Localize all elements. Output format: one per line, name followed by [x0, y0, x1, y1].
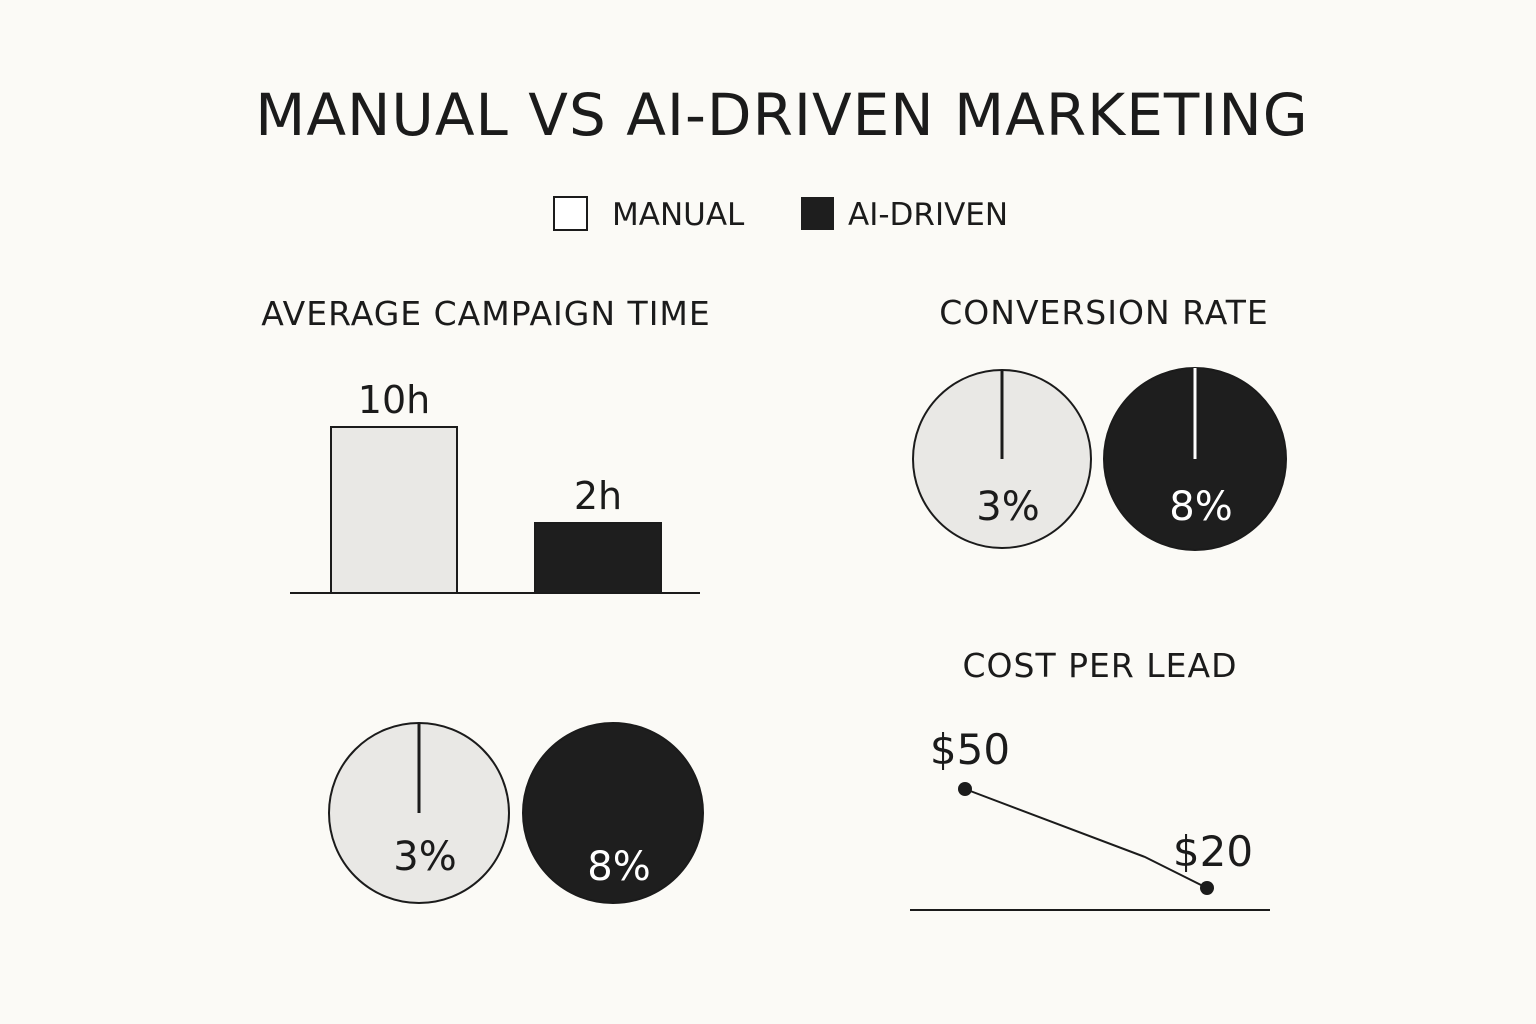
pie-data-label: 3%: [393, 834, 456, 880]
cost-data-label: $50: [930, 725, 1010, 774]
bar-chart-title: AVERAGE CAMPAIGN TIME: [261, 294, 711, 333]
cost-chart-title: COST PER LEAD: [962, 646, 1237, 685]
cost-point: [958, 782, 972, 796]
bar-ai-driven: [534, 522, 662, 594]
legend-swatch-manual: [553, 196, 588, 231]
bar-data-label: 2h: [574, 474, 622, 518]
legend-swatch-ai: [801, 197, 834, 230]
pie-data-label: 8%: [1169, 484, 1232, 530]
bar-data-label: 10h: [358, 378, 430, 422]
cost-line-chart: $50 $20: [930, 725, 1253, 895]
legend-label-ai: AI-DRIVEN: [848, 197, 1008, 233]
pie-ai: [522, 722, 704, 904]
cost-data-label: $20: [1173, 827, 1253, 876]
bar-manual: [330, 426, 458, 594]
bottom-pies: 3% 8%: [328, 722, 704, 904]
bar-chart: 10h 2h: [330, 378, 662, 594]
pie-data-label: 8%: [587, 844, 650, 890]
conversion-chart-title: CONVERSION RATE: [939, 293, 1269, 332]
legend-label-manual: MANUAL: [612, 197, 745, 233]
conversion-pies: 3% 8%: [912, 367, 1287, 551]
page-title: MANUAL VS AI-DRIVEN MARKETING: [255, 81, 1308, 149]
pie-data-label: 3%: [976, 484, 1039, 530]
cost-line: [964, 788, 1208, 889]
cost-point: [1200, 881, 1214, 895]
